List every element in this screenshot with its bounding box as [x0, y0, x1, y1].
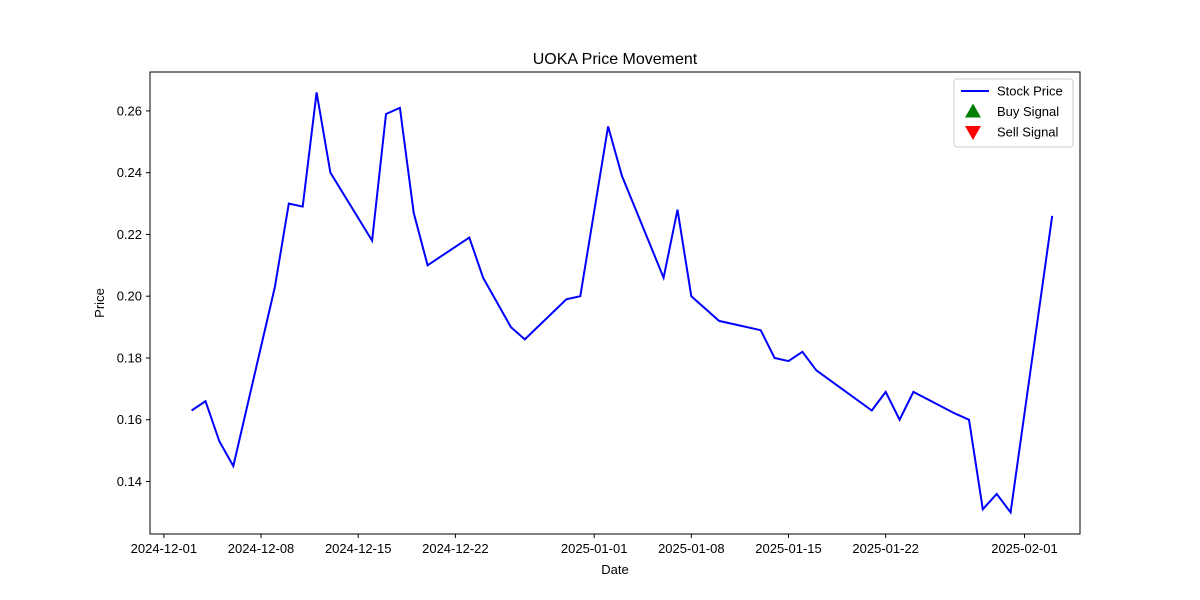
y-tick-label: 0.18	[117, 350, 142, 365]
x-tick-label: 2025-01-01	[561, 541, 628, 556]
y-tick-label: 0.20	[117, 289, 142, 304]
y-axis: 0.14 0.16 0.18 0.20 0.22 0.24 0.26	[117, 103, 150, 489]
y-tick-label: 0.14	[117, 474, 142, 489]
x-tick-label: 2024-12-15	[325, 541, 392, 556]
x-tick-label: 2025-01-22	[852, 541, 919, 556]
x-tick-label: 2024-12-22	[422, 541, 489, 556]
legend-box	[953, 78, 1074, 148]
y-tick-label: 0.22	[117, 227, 142, 242]
x-tick-label: 2025-02-01	[991, 541, 1058, 556]
chart-title: UOKA Price Movement	[533, 51, 698, 68]
y-tick-label: 0.26	[117, 103, 142, 118]
legend-item: Buy Signal	[965, 103, 1059, 119]
series-line-stock-price	[191, 92, 1054, 515]
series-layer	[191, 92, 1054, 515]
x-axis: 2024-12-01 2024-12-08 2024-12-15 2024-12-22…	[131, 534, 1058, 556]
x-tick-label: 2024-12-01	[131, 541, 198, 556]
buy-signal-triangle-icon	[965, 103, 981, 118]
legend-label: Stock Price	[997, 84, 1063, 99]
y-axis-label: Price	[92, 288, 107, 318]
legend: Stock Price Buy Signal Sell Signal	[953, 78, 1074, 148]
sell-signal-triangle-icon	[965, 126, 981, 140]
legend-label: Sell Signal	[997, 125, 1059, 140]
x-tick-label: 2025-01-15	[755, 541, 822, 556]
x-tick-label: 2024-12-08	[228, 541, 295, 556]
legend-item: Sell Signal	[965, 125, 1059, 140]
plot-frame	[149, 71, 1081, 535]
y-tick-label: 0.16	[117, 412, 142, 427]
legend-item: Stock Price	[961, 84, 1063, 99]
x-tick-label: 2025-01-08	[658, 541, 725, 556]
legend-label: Buy Signal	[997, 104, 1059, 119]
x-axis-label: Date	[601, 562, 628, 577]
y-tick-label: 0.24	[117, 165, 142, 180]
